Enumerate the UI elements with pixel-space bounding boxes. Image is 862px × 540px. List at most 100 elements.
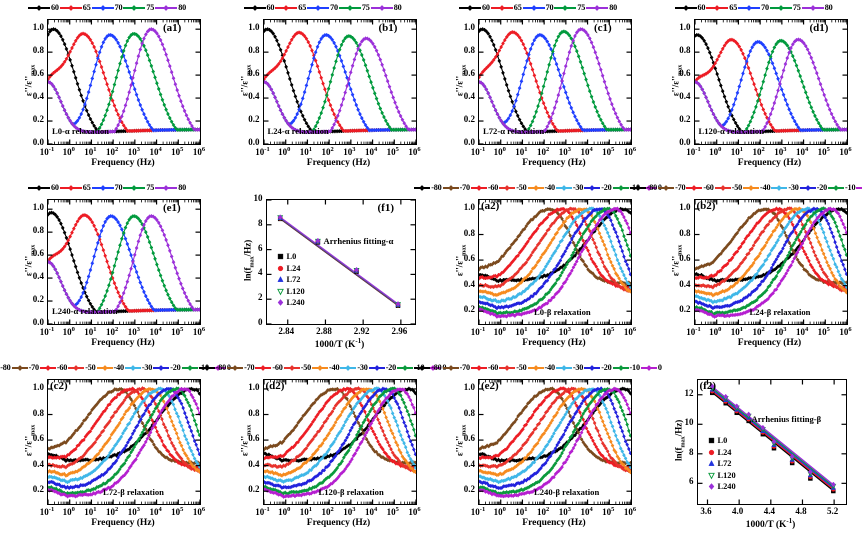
x-tick-label: 2.84: [278, 326, 295, 336]
x-tick-label: 104: [149, 506, 162, 517]
y-axis-label: ε''/ε''max: [454, 424, 468, 457]
plot-area-c1: [478, 19, 632, 145]
x-tick-label: 102: [752, 146, 765, 157]
x-tick-label: 103: [127, 326, 140, 337]
legend-line-icon: [452, 367, 459, 369]
legend-item-80: 80: [155, 3, 187, 12]
x-tick-label: 105: [817, 326, 830, 337]
legend-line-icon: [527, 367, 534, 369]
legend-marker-icon: [283, 5, 290, 11]
panel-tag-e1: (e1): [163, 202, 181, 214]
legend-item-65: 65: [59, 183, 92, 192]
legend-line-icon: [782, 7, 792, 9]
y-tick-label: 0.2: [463, 484, 475, 495]
legend-line-icon: [724, 187, 731, 189]
markers-L0--40: [479, 207, 631, 298]
legend-line-icon: [68, 367, 75, 369]
x-tick-label: 106: [192, 146, 206, 157]
y-axis-label: ε''/ε''max: [239, 424, 252, 457]
fit-legend-label: L72: [717, 459, 732, 469]
legend-line-icon: [480, 367, 487, 369]
x-tick-label: 10-1: [470, 506, 486, 517]
legend-marker-icon: [99, 5, 106, 11]
x-tick-label: 105: [602, 326, 615, 337]
plot-svg-d2: [263, 380, 416, 504]
markers-L0-80: [48, 26, 200, 135]
legend-item-minus80: -80: [414, 183, 442, 192]
fit-legend-item-L120: L120: [274, 286, 305, 298]
legend-line-icon: [838, 187, 845, 189]
legend-label: 70: [545, 2, 554, 12]
markers-L120-70: [694, 39, 847, 133]
legend-line-icon: [706, 7, 716, 9]
fit-points-L72: [709, 386, 836, 490]
fit-legend-item-L72: L72: [705, 458, 736, 470]
legend-item-75: 75: [338, 3, 371, 12]
legend-label: -80: [431, 362, 442, 372]
fit-legend-label: L0: [286, 252, 297, 262]
x-tick-label: 101: [515, 146, 528, 157]
x-axis-label: Frequency (Hz): [522, 158, 586, 168]
y-tick-label: 2: [258, 292, 263, 303]
markers-L120--60: [263, 386, 416, 470]
panel-annotation-b1: L24-α relaxation: [267, 126, 329, 136]
x-tick-label: 105: [817, 146, 830, 157]
legend-marker-icon: [347, 5, 353, 11]
legend-marker-icon: [746, 5, 752, 11]
legend-line-icon: [134, 367, 141, 369]
x-tick-label: 103: [774, 326, 787, 337]
x-tick-label: 102: [537, 506, 550, 517]
panel-tag-f1: (f1): [377, 202, 395, 214]
y-tick-label: 1.0: [463, 22, 475, 33]
legend-line-icon: [78, 367, 85, 369]
y-tick-label: 0.8: [463, 227, 475, 238]
markers-L24-0: [694, 206, 847, 319]
legend-label: 75: [146, 2, 155, 12]
plot-area-b1: [262, 19, 417, 145]
legend-marker-icon: [467, 5, 473, 11]
y-tick-label: 0.4: [463, 458, 475, 469]
legend-line-icon: [155, 7, 165, 9]
curve-L24--10: [694, 207, 847, 315]
y-axis-label: ε''/ε''max: [239, 64, 252, 97]
legend-line-icon: [383, 7, 393, 9]
y-tick-label: 6: [258, 242, 263, 253]
markers-L72-80: [479, 26, 631, 135]
legend-line-icon: [459, 7, 468, 9]
marker-icon: [274, 274, 287, 285]
markers-L24-60: [263, 26, 416, 135]
legend-marker-icon: [315, 5, 321, 11]
markers-L24-80: [263, 36, 416, 135]
y-tick-label: 0.2: [463, 114, 475, 125]
legend-item-minus20: -20: [153, 363, 181, 372]
legend-line-icon: [771, 187, 778, 189]
legend-item-80: 80: [801, 3, 834, 12]
x-tick-label: 104: [580, 326, 593, 337]
legend-marker-icon: [345, 365, 352, 371]
plot-area-f2: [696, 379, 847, 505]
markers-L120-0: [263, 387, 416, 500]
legend-item-75: 75: [123, 183, 155, 192]
x-tick-label: 10-1: [39, 326, 55, 337]
panel-f1: 2.84 2.88 2.92 2.96 0 2 4 6 8 10 ln(fmax/Hz) 1000/T…: [216, 180, 431, 360]
legend-label: -50: [516, 362, 527, 372]
x-tick-label: 105: [602, 146, 615, 157]
x-tick-label: 5.2: [827, 506, 839, 516]
legend-item-65: 65: [706, 3, 738, 12]
panel-annotation-a1: L0-α relaxation: [52, 126, 109, 136]
x-tick-label: 10-1: [39, 506, 55, 517]
panel-b2: -80 -70 -60 -50 -40 -30 -20 -100 10-1 100 101 102 10…: [629, 180, 862, 360]
legend-marker-icon: [131, 185, 138, 191]
x-tick-label: 105: [386, 146, 399, 157]
legend-marker-icon: [682, 5, 689, 11]
x-tick-label: 100: [62, 506, 75, 517]
legend-line-icon: [370, 7, 380, 9]
y-tick-label: 12: [684, 387, 694, 398]
legend-line-icon: [21, 367, 28, 369]
y-tick-label: 1.0: [32, 381, 44, 392]
legend-line-icon: [191, 367, 198, 369]
legend-label: -70: [28, 362, 40, 372]
fit-legend-label: L24: [717, 447, 732, 457]
x-tick-label: 100: [709, 326, 722, 337]
